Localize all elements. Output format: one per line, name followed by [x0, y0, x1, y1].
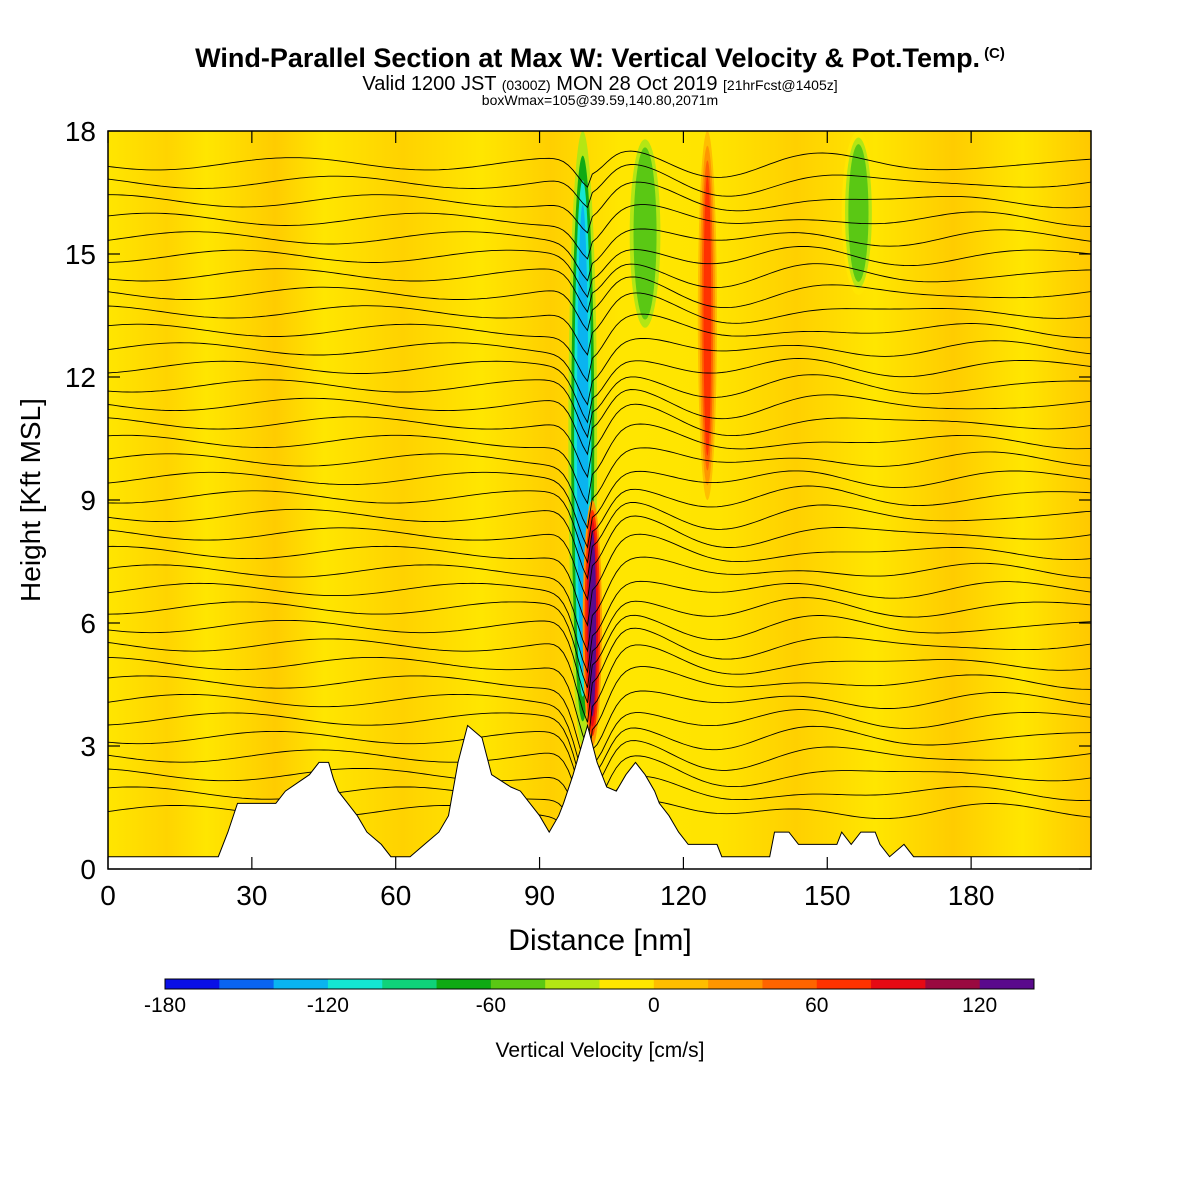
theta-contour: [108, 501, 1091, 580]
theta-contour: [108, 374, 1091, 439]
x-tick-label: 60: [380, 880, 411, 911]
theta-contour: [108, 447, 1091, 530]
colorbar-tick-labels: -180 -120 -60 0 60 120: [144, 994, 997, 1017]
colorbar-swatch: [653, 979, 709, 989]
box-info-line: boxWmax=105@39.59,140.80,2071m: [481, 92, 719, 108]
x-tick-label: 30: [236, 880, 267, 911]
theta-contour: [108, 515, 1091, 601]
colorbar-swatch: [816, 979, 872, 989]
x-tick-label: 120: [660, 880, 707, 911]
y-tick-label: 0: [80, 854, 96, 885]
theta-contour: [108, 389, 1091, 456]
colorbar-tick-label: -120: [307, 994, 349, 1017]
valid-prefix: Valid 1200 JST: [362, 73, 497, 95]
theta-contour: [108, 358, 1091, 424]
theta-contour: [108, 245, 1091, 299]
theta-contour: [108, 228, 1091, 282]
y-tick-label: 18: [65, 116, 96, 147]
theta-contour: [108, 204, 1091, 260]
theta-contour: [108, 181, 1091, 234]
theta-contour: [108, 644, 1091, 748]
colorbar-swatch: [490, 979, 546, 989]
colorbar-tick-label: 0: [648, 994, 660, 1017]
colorbar-swatch: [762, 979, 818, 989]
colorbar-tick-label: -180: [144, 994, 186, 1017]
theta-contour: [108, 666, 1091, 770]
theta-contour: [108, 580, 1091, 674]
y-tick-label: 6: [80, 608, 96, 639]
axis-ticks: [107, 130, 1091, 870]
colorbar: [164, 978, 1035, 990]
colorbar-swatch: [219, 979, 275, 989]
theta-contour: [108, 403, 1091, 479]
theta-contour: [108, 313, 1091, 383]
y-axis-label: Height [Kft MSL]: [15, 398, 46, 602]
y-tick-label: 15: [65, 239, 96, 270]
theta-contour: [108, 709, 1091, 801]
colorbar-tick-label: -60: [476, 994, 506, 1017]
theta-contour: [108, 276, 1091, 332]
colorbar-tick-label: 120: [962, 994, 997, 1017]
colorbar-frame: [164, 978, 1035, 990]
valid-time-line: Valid 1200 JST (0300Z) MON 28 Oct 2019 […: [0, 73, 1200, 96]
colorbar-swatch: [545, 979, 600, 989]
theta-contour: [108, 627, 1091, 723]
colorbar-tick-label: 60: [805, 994, 828, 1017]
colorbar-swatch: [382, 979, 438, 989]
colorbar-swatch: [925, 979, 981, 989]
y-tick-label: 3: [80, 731, 96, 762]
colorbar-swatch: [979, 979, 1035, 989]
velocity-features: [568, 131, 876, 746]
velocity-feature-downdraft: [637, 155, 653, 312]
x-axis-label: Distance [nm]: [508, 924, 691, 957]
y-axis: 0 3 6 9 12 15 18: [65, 116, 96, 885]
chart-title-text: Wind-Parallel Section at Max W: Vertical…: [195, 43, 981, 73]
theta-contour: [108, 150, 1091, 188]
theta-contour: [108, 690, 1091, 788]
velocity-field: [108, 131, 1091, 869]
valid-utc: (0300Z): [501, 77, 551, 93]
colorbar-swatch: [273, 979, 329, 989]
theta-contour: [108, 263, 1091, 313]
colorbar-label: Vertical Velocity [cm/s]: [496, 1039, 705, 1062]
theta-contour: [108, 470, 1091, 549]
theta-contour: [108, 485, 1091, 564]
x-axis: 0 30 60 90 120 150 180: [100, 880, 994, 911]
theta-contour: [108, 597, 1091, 688]
colorbar-swatch: [327, 979, 383, 989]
colorbar-swatch: [871, 979, 926, 989]
velocity-feature-downdraft: [851, 150, 866, 276]
theta-contour: [108, 292, 1091, 356]
colorbar-swatch: [436, 979, 492, 989]
theta-contour: [108, 423, 1091, 505]
velocity-feature-updraft: [703, 175, 712, 456]
chart-title: Wind-Parallel Section at Max W: Vertical…: [0, 43, 1200, 74]
theta-contour: [108, 556, 1091, 653]
theta-contour: [108, 164, 1091, 209]
copyright-mark: (C): [984, 45, 1005, 62]
y-tick-label: 9: [80, 485, 96, 516]
x-tick-label: 150: [804, 880, 851, 911]
forecast-info: [21hrFcst@1405z]: [723, 77, 838, 93]
valid-date: MON 28 Oct 2019: [556, 73, 718, 95]
theta-contour: [108, 614, 1091, 703]
colorbar-swatch: [708, 979, 763, 989]
theta-contour: [108, 533, 1091, 627]
colorbar-swatch: [599, 979, 655, 989]
y-tick-label: 12: [65, 362, 96, 393]
theta-contour: [108, 337, 1091, 406]
x-tick-label: 90: [524, 880, 555, 911]
x-tick-label: 180: [948, 880, 995, 911]
terrain-mask: [107, 723, 1092, 870]
colorbar-swatch: [165, 979, 220, 989]
x-tick-label: 0: [100, 880, 116, 911]
